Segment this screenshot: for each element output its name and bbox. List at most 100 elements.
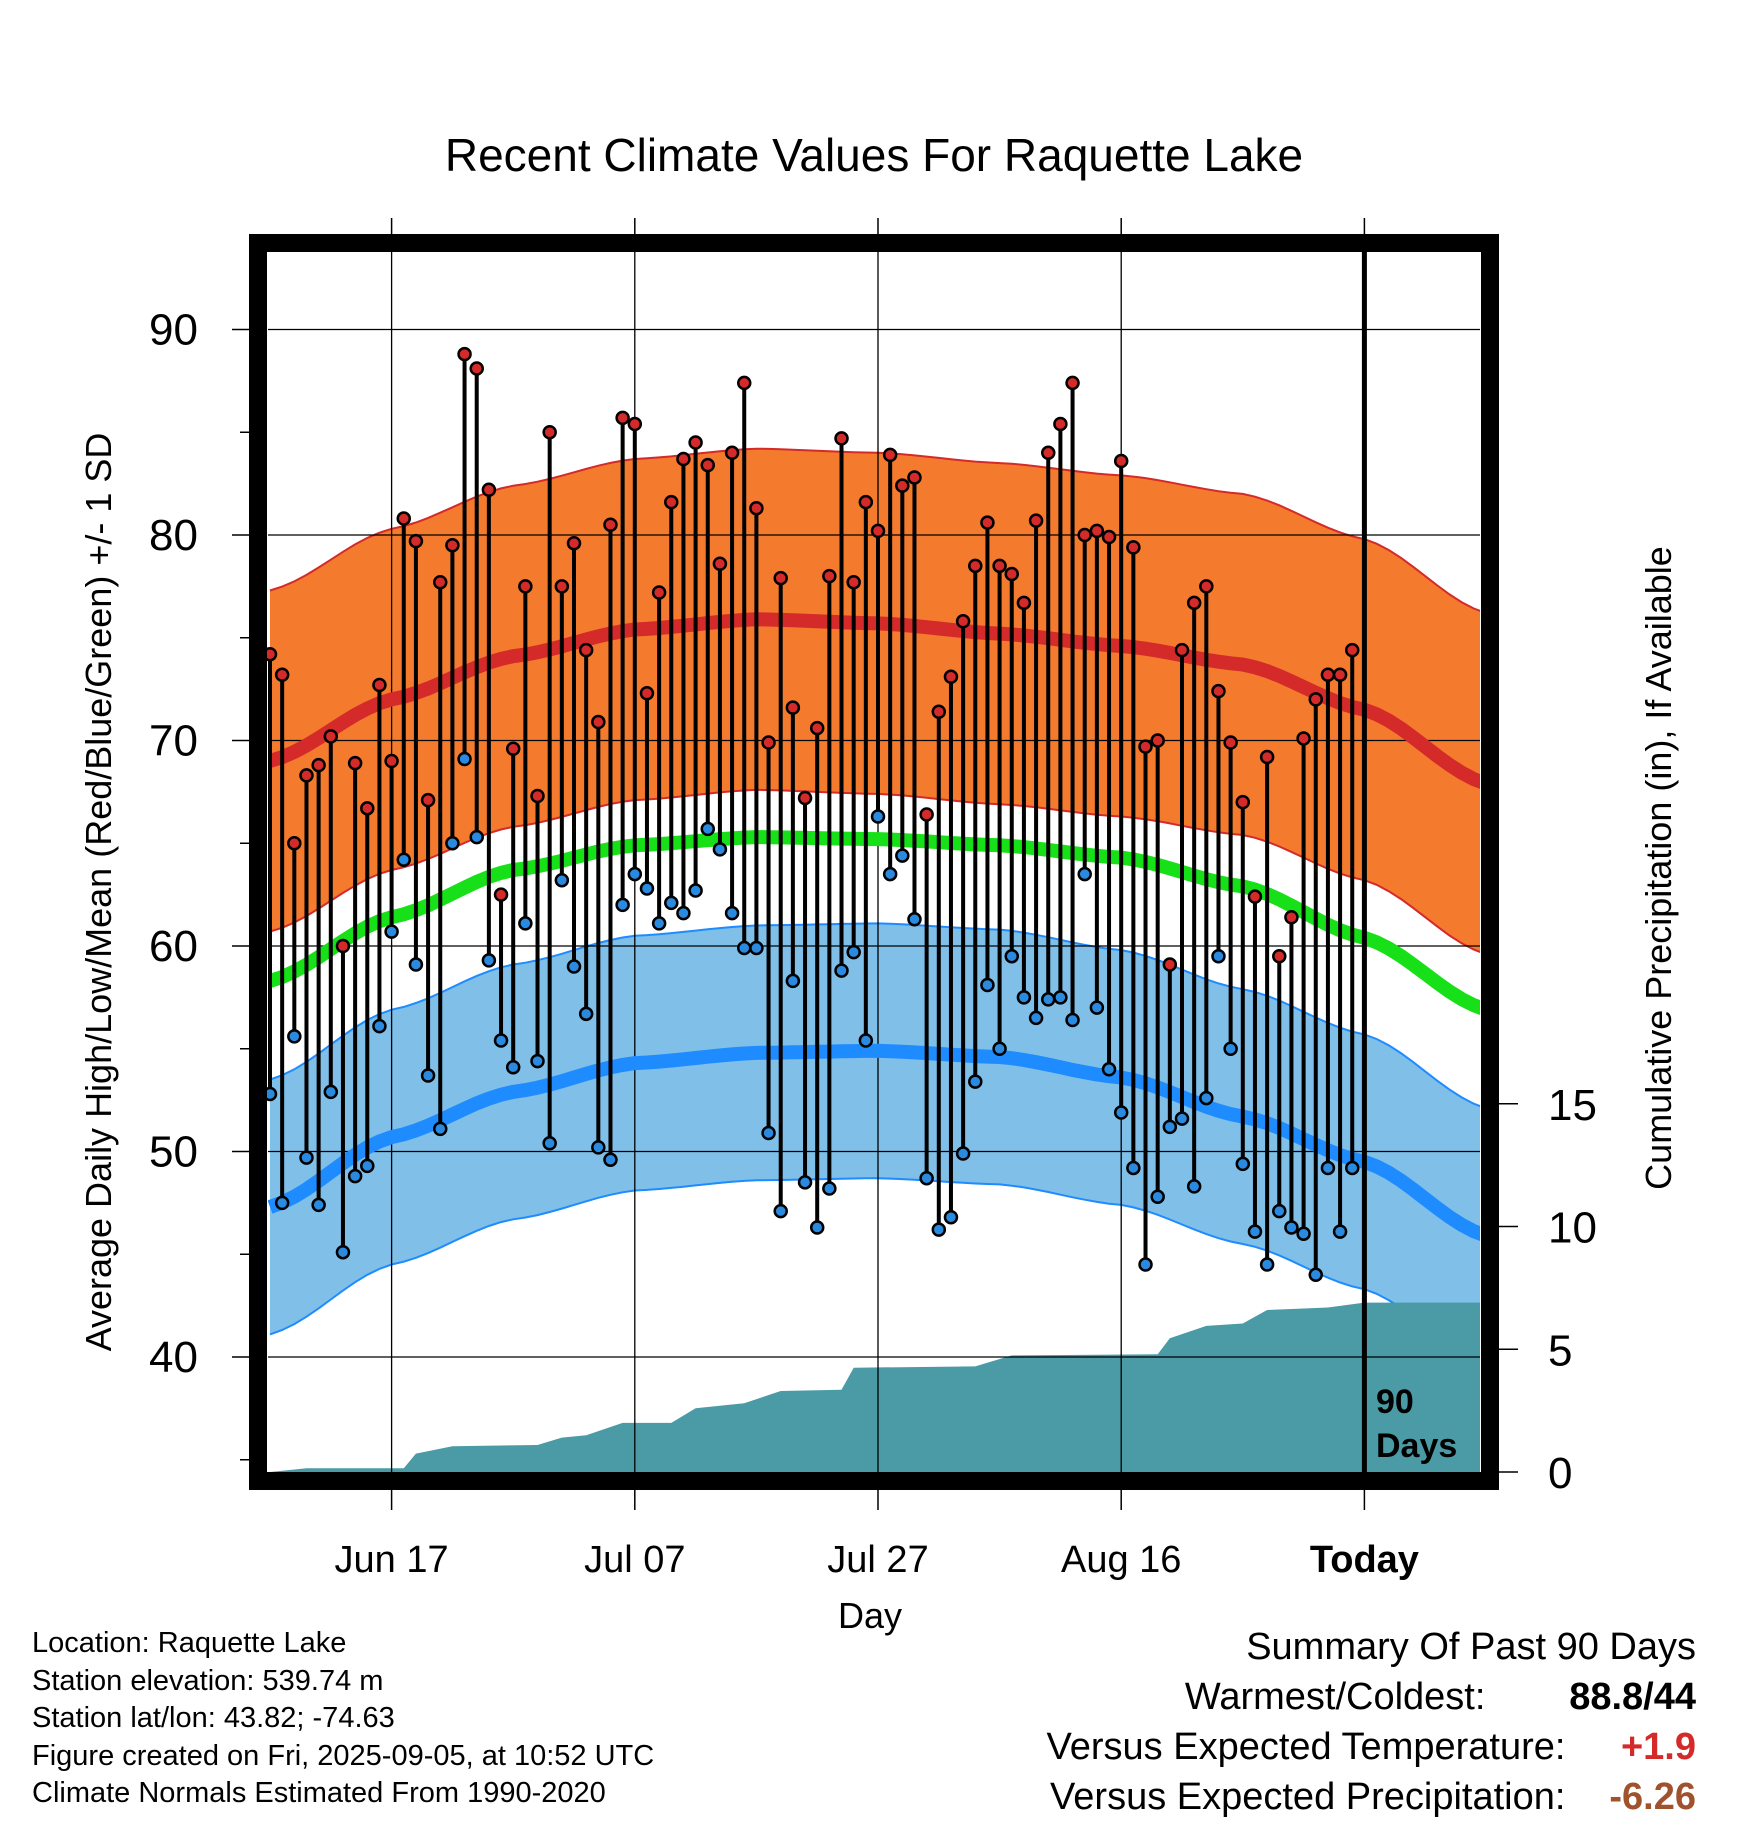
obs-low-point: [1199, 1090, 1214, 1106]
obs-low-point: [943, 1210, 959, 1225]
obs-day-25: [566, 535, 582, 974]
obs-day-63: [1028, 513, 1044, 1026]
obs-low-point: [518, 916, 533, 931]
obs-low-point: [700, 821, 716, 837]
obs-low-point: [493, 1033, 509, 1048]
obs-high-point: [287, 836, 302, 851]
obs-day-31: [639, 685, 655, 896]
low-sd-band: [270, 923, 1480, 1361]
obs-low-point: [1004, 949, 1020, 964]
obs-day-59: [980, 515, 995, 993]
obs-low-point: [858, 1033, 874, 1048]
obs-high-point: [530, 788, 545, 804]
obs-low-point: [1040, 992, 1056, 1007]
summary-heading: Summary Of Past 90 Days: [1246, 1626, 1696, 1668]
obs-low-point: [627, 866, 643, 882]
obs-high-point: [627, 416, 643, 432]
obs-day-61: [1004, 566, 1020, 964]
obs-low-point: [1332, 1224, 1348, 1239]
precip-anomaly-value: -6.26: [1609, 1776, 1696, 1818]
obs-day-58: [968, 558, 983, 1089]
obs-high-point: [955, 614, 971, 629]
obs-low-point: [931, 1222, 947, 1237]
obs-day-45: [809, 720, 825, 1235]
obs-low-point: [1211, 949, 1226, 964]
summary-precip-row: Versus Expected Precipitation: -6.26: [1047, 1772, 1696, 1822]
obs-high-point: [396, 511, 412, 526]
y2-tick-label-0: 0: [1548, 1449, 1572, 1498]
y-tick-label-60: 60: [149, 922, 198, 971]
plot-frame: [249, 234, 1499, 1490]
elevation-text: Station elevation: 539.74 m: [32, 1664, 384, 1697]
obs-day-74: [1162, 957, 1178, 1135]
obs-day-4: [311, 757, 326, 1213]
obs-high-point: [907, 470, 922, 485]
obs-day-38: [724, 445, 740, 921]
obs-low-point: [335, 1244, 351, 1260]
obs-high-point: [700, 457, 716, 473]
obs-high-point: [773, 570, 788, 586]
obs-high-point: [1211, 683, 1226, 699]
obs-low-point: [591, 1140, 606, 1155]
obs-low-point: [651, 916, 667, 931]
temp-anomaly-value: +1.9: [1620, 1726, 1696, 1768]
obs-low-point: [870, 809, 886, 824]
obs-high-point: [1247, 889, 1263, 904]
obs-low-point: [1150, 1189, 1165, 1204]
obs-day-22: [530, 788, 545, 1069]
obs-low-point: [1174, 1111, 1190, 1126]
warm-cold-label: Warmest/Coldest:: [1184, 1676, 1486, 1718]
obs-low-point: [274, 1195, 290, 1211]
obs-day-8: [360, 801, 375, 1174]
obs-day-5: [323, 729, 339, 1100]
obs-high-point: [1004, 566, 1020, 582]
obs-low-point: [1272, 1203, 1287, 1219]
obs-high-point: [360, 801, 375, 816]
obs-day-9: [372, 677, 387, 1034]
obs-day-21: [518, 579, 533, 931]
obs-low-point: [822, 1181, 837, 1196]
obs-day-53: [907, 470, 922, 927]
obs-high-point: [1296, 731, 1311, 746]
obs-low-point: [396, 852, 412, 867]
obs-low-point: [420, 1068, 436, 1083]
obs-high-point: [882, 447, 898, 463]
obs-low-point: [882, 866, 898, 882]
normals-text: Climate Normals Estimated From 1990-2020: [32, 1777, 606, 1809]
obs-high-point: [919, 807, 934, 822]
obs-low-point: [530, 1053, 545, 1069]
obs-day-51: [882, 447, 898, 882]
obs-high-point: [943, 669, 959, 685]
obs-low-point: [372, 1018, 387, 1034]
obs-low-point: [469, 829, 484, 845]
obs-high-point: [335, 938, 351, 954]
obs-day-54: [919, 807, 934, 1186]
obs-high-point: [432, 575, 448, 590]
cumulative-precip-area: [270, 1302, 1480, 1472]
obs-low-point: [1186, 1179, 1202, 1194]
obs-high-point: [554, 579, 570, 594]
obs-high-point: [493, 887, 509, 902]
obs-low-point: [1344, 1160, 1360, 1176]
obs-day-52: [895, 478, 910, 863]
obs-high-point: [1065, 375, 1080, 391]
location-text: Location: Raquette Lake: [32, 1627, 347, 1659]
obs-low-point: [1162, 1119, 1178, 1135]
obs-low-point: [1053, 990, 1068, 1005]
obs-day-12: [408, 533, 424, 972]
obs-day-77: [1199, 579, 1214, 1106]
obs-day-57: [955, 614, 971, 1161]
y-tick-label-50: 50: [149, 1128, 198, 1177]
summary-warm-cold-row: Warmest/Coldest: 88.8/44: [1047, 1672, 1696, 1722]
obs-low-point: [287, 1029, 302, 1044]
obs-high-point: [566, 535, 582, 551]
obs-high-point: [1077, 527, 1092, 543]
obs-low-point: [481, 953, 497, 968]
obs-day-37: [712, 556, 728, 857]
obs-day-13: [420, 792, 436, 1083]
obs-day-35: [688, 435, 703, 898]
obs-day-14: [432, 575, 448, 1137]
obs-low-point: [1089, 1000, 1105, 1015]
obs-high-point: [372, 677, 387, 693]
obs-low-point: [408, 957, 424, 972]
